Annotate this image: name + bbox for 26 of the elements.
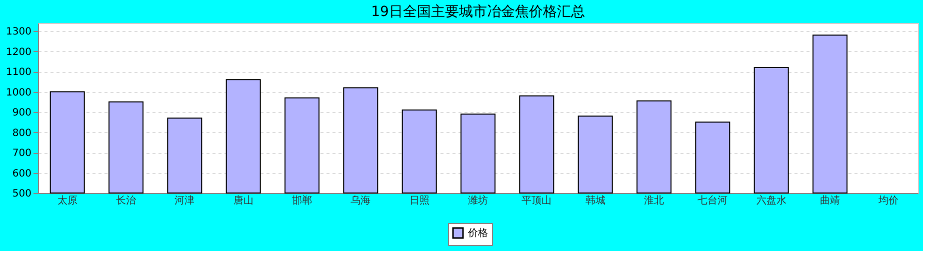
- y-tick-label: 700: [12, 148, 32, 160]
- y-tick-label: 500: [12, 188, 32, 200]
- chart-title: 19日全国主要城市冶金焦价格汇总: [371, 4, 585, 20]
- x-tick-label: 淮北: [644, 194, 664, 206]
- legend-label: 价格: [467, 227, 488, 239]
- y-tick-label: 900: [12, 108, 32, 119]
- x-tick-label: 潍坊: [468, 194, 488, 206]
- x-tick-label: 太原: [57, 194, 78, 206]
- x-tick-label: 唐山: [233, 194, 254, 206]
- x-tick-label: 六盘水: [756, 194, 786, 206]
- y-tick-label: 1100: [6, 67, 32, 78]
- x-tick-label: 日照: [409, 196, 430, 206]
- y-tick-label: 600: [12, 168, 32, 180]
- x-tick-label: 河津: [174, 194, 195, 206]
- x-tick-label: 邯郸: [292, 194, 312, 206]
- x-tick-label: 平顶山: [522, 194, 552, 206]
- y-tick-label: 1200: [6, 46, 32, 58]
- x-tick-label: 均价: [878, 194, 899, 206]
- x-tick-label: 七台河: [698, 194, 728, 206]
- y-tick-label: 1300: [6, 26, 32, 38]
- x-tick-label: 韩城: [585, 194, 606, 206]
- y-tick-label: 1000: [6, 87, 32, 98]
- x-tick-label: 乌海: [350, 194, 371, 206]
- y-tick-label: 800: [12, 128, 32, 139]
- x-tick-label: 长治: [116, 194, 136, 206]
- x-tick-label: 曲靖: [820, 194, 840, 206]
